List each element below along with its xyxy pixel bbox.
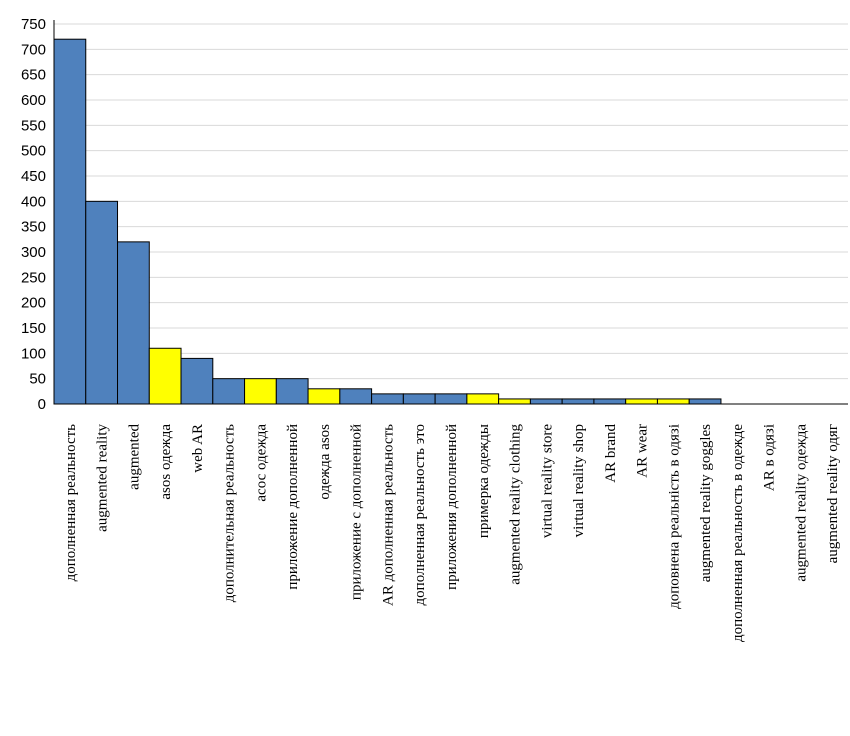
x-category-label: приложения дополненной xyxy=(444,424,460,590)
x-category-label: augmented xyxy=(126,424,142,490)
x-category-label: дополнительная реальность xyxy=(222,424,238,602)
x-category-label: одежда asos xyxy=(317,424,333,500)
x-category-label: augmented reality одяг xyxy=(825,424,841,563)
bar xyxy=(371,393,404,405)
bars xyxy=(53,38,722,405)
x-category-label: AR в одязі xyxy=(762,424,778,491)
x-category-label: augmented reality одежда xyxy=(793,424,809,582)
y-tick-label: 500 xyxy=(21,143,46,160)
x-category-label: augmented reality goggles xyxy=(698,424,714,582)
bar xyxy=(339,388,373,405)
x-category-label: virtual reality shop xyxy=(571,424,587,537)
axes xyxy=(53,20,848,405)
y-tick-label: 550 xyxy=(21,117,46,134)
x-category-label: дополненная реальность в одежде xyxy=(730,424,746,642)
bar xyxy=(180,357,214,405)
bar xyxy=(275,378,309,405)
y-tick-label: 300 xyxy=(21,244,46,261)
bar xyxy=(85,200,119,405)
y-tick-label: 150 xyxy=(21,320,46,337)
x-category-label: augmented reality xyxy=(95,424,111,532)
bar xyxy=(212,378,246,405)
y-tick-label: 650 xyxy=(21,67,46,84)
y-tick-label: 750 xyxy=(21,16,46,33)
x-category-label: асос одежда xyxy=(253,424,269,502)
bar xyxy=(593,398,627,405)
y-tick-label: 50 xyxy=(29,371,46,388)
x-category-label: примерка одежды xyxy=(476,424,492,538)
y-tick-label: 0 xyxy=(38,396,46,413)
bar xyxy=(466,393,500,405)
bar xyxy=(53,38,87,405)
bar xyxy=(498,398,531,405)
x-category-label: AR brand xyxy=(603,424,619,483)
bar xyxy=(307,388,341,405)
y-tick-label: 450 xyxy=(21,168,46,185)
x-category-label: web AR xyxy=(190,424,206,473)
y-tick-labels: 0 50 100 150 200 250 300 350 400 450 500 550 600 650 7… xyxy=(21,16,46,413)
x-category-label: приложение с дополненной xyxy=(349,424,365,600)
x-category-labels: дополненная реальность augmented reality a… xyxy=(63,424,841,643)
y-tick-label: 200 xyxy=(21,295,46,312)
bar xyxy=(688,398,722,405)
bar xyxy=(117,241,150,405)
x-category-label: virtual reality store xyxy=(539,424,555,538)
x-category-label: дополненная реальность это xyxy=(412,424,428,605)
bar xyxy=(244,378,277,405)
bar xyxy=(529,398,563,405)
y-tick-label: 250 xyxy=(21,269,46,286)
bar xyxy=(434,393,468,405)
bar xyxy=(148,347,182,405)
gridlines xyxy=(54,23,848,380)
x-category-label: приложение дополненной xyxy=(285,424,301,590)
x-category-label: дополненная реальность xyxy=(63,424,79,582)
x-category-label: доповнена реальність в одязі xyxy=(666,424,682,609)
y-tick-label: 700 xyxy=(21,41,46,58)
y-tick-label: 100 xyxy=(21,345,46,362)
x-category-label: augmented reality clothing xyxy=(508,424,524,585)
y-tick-label: 350 xyxy=(21,219,46,236)
y-tick-label: 400 xyxy=(21,193,46,210)
bar xyxy=(625,398,658,405)
bar xyxy=(402,393,436,405)
x-category-label: AR wear xyxy=(635,424,651,478)
bar xyxy=(561,398,595,405)
x-category-label: AR дополненная реальность xyxy=(380,424,396,606)
y-tick-label: 600 xyxy=(21,92,46,109)
x-category-label: asos одежда xyxy=(158,424,174,500)
bar xyxy=(656,398,690,405)
